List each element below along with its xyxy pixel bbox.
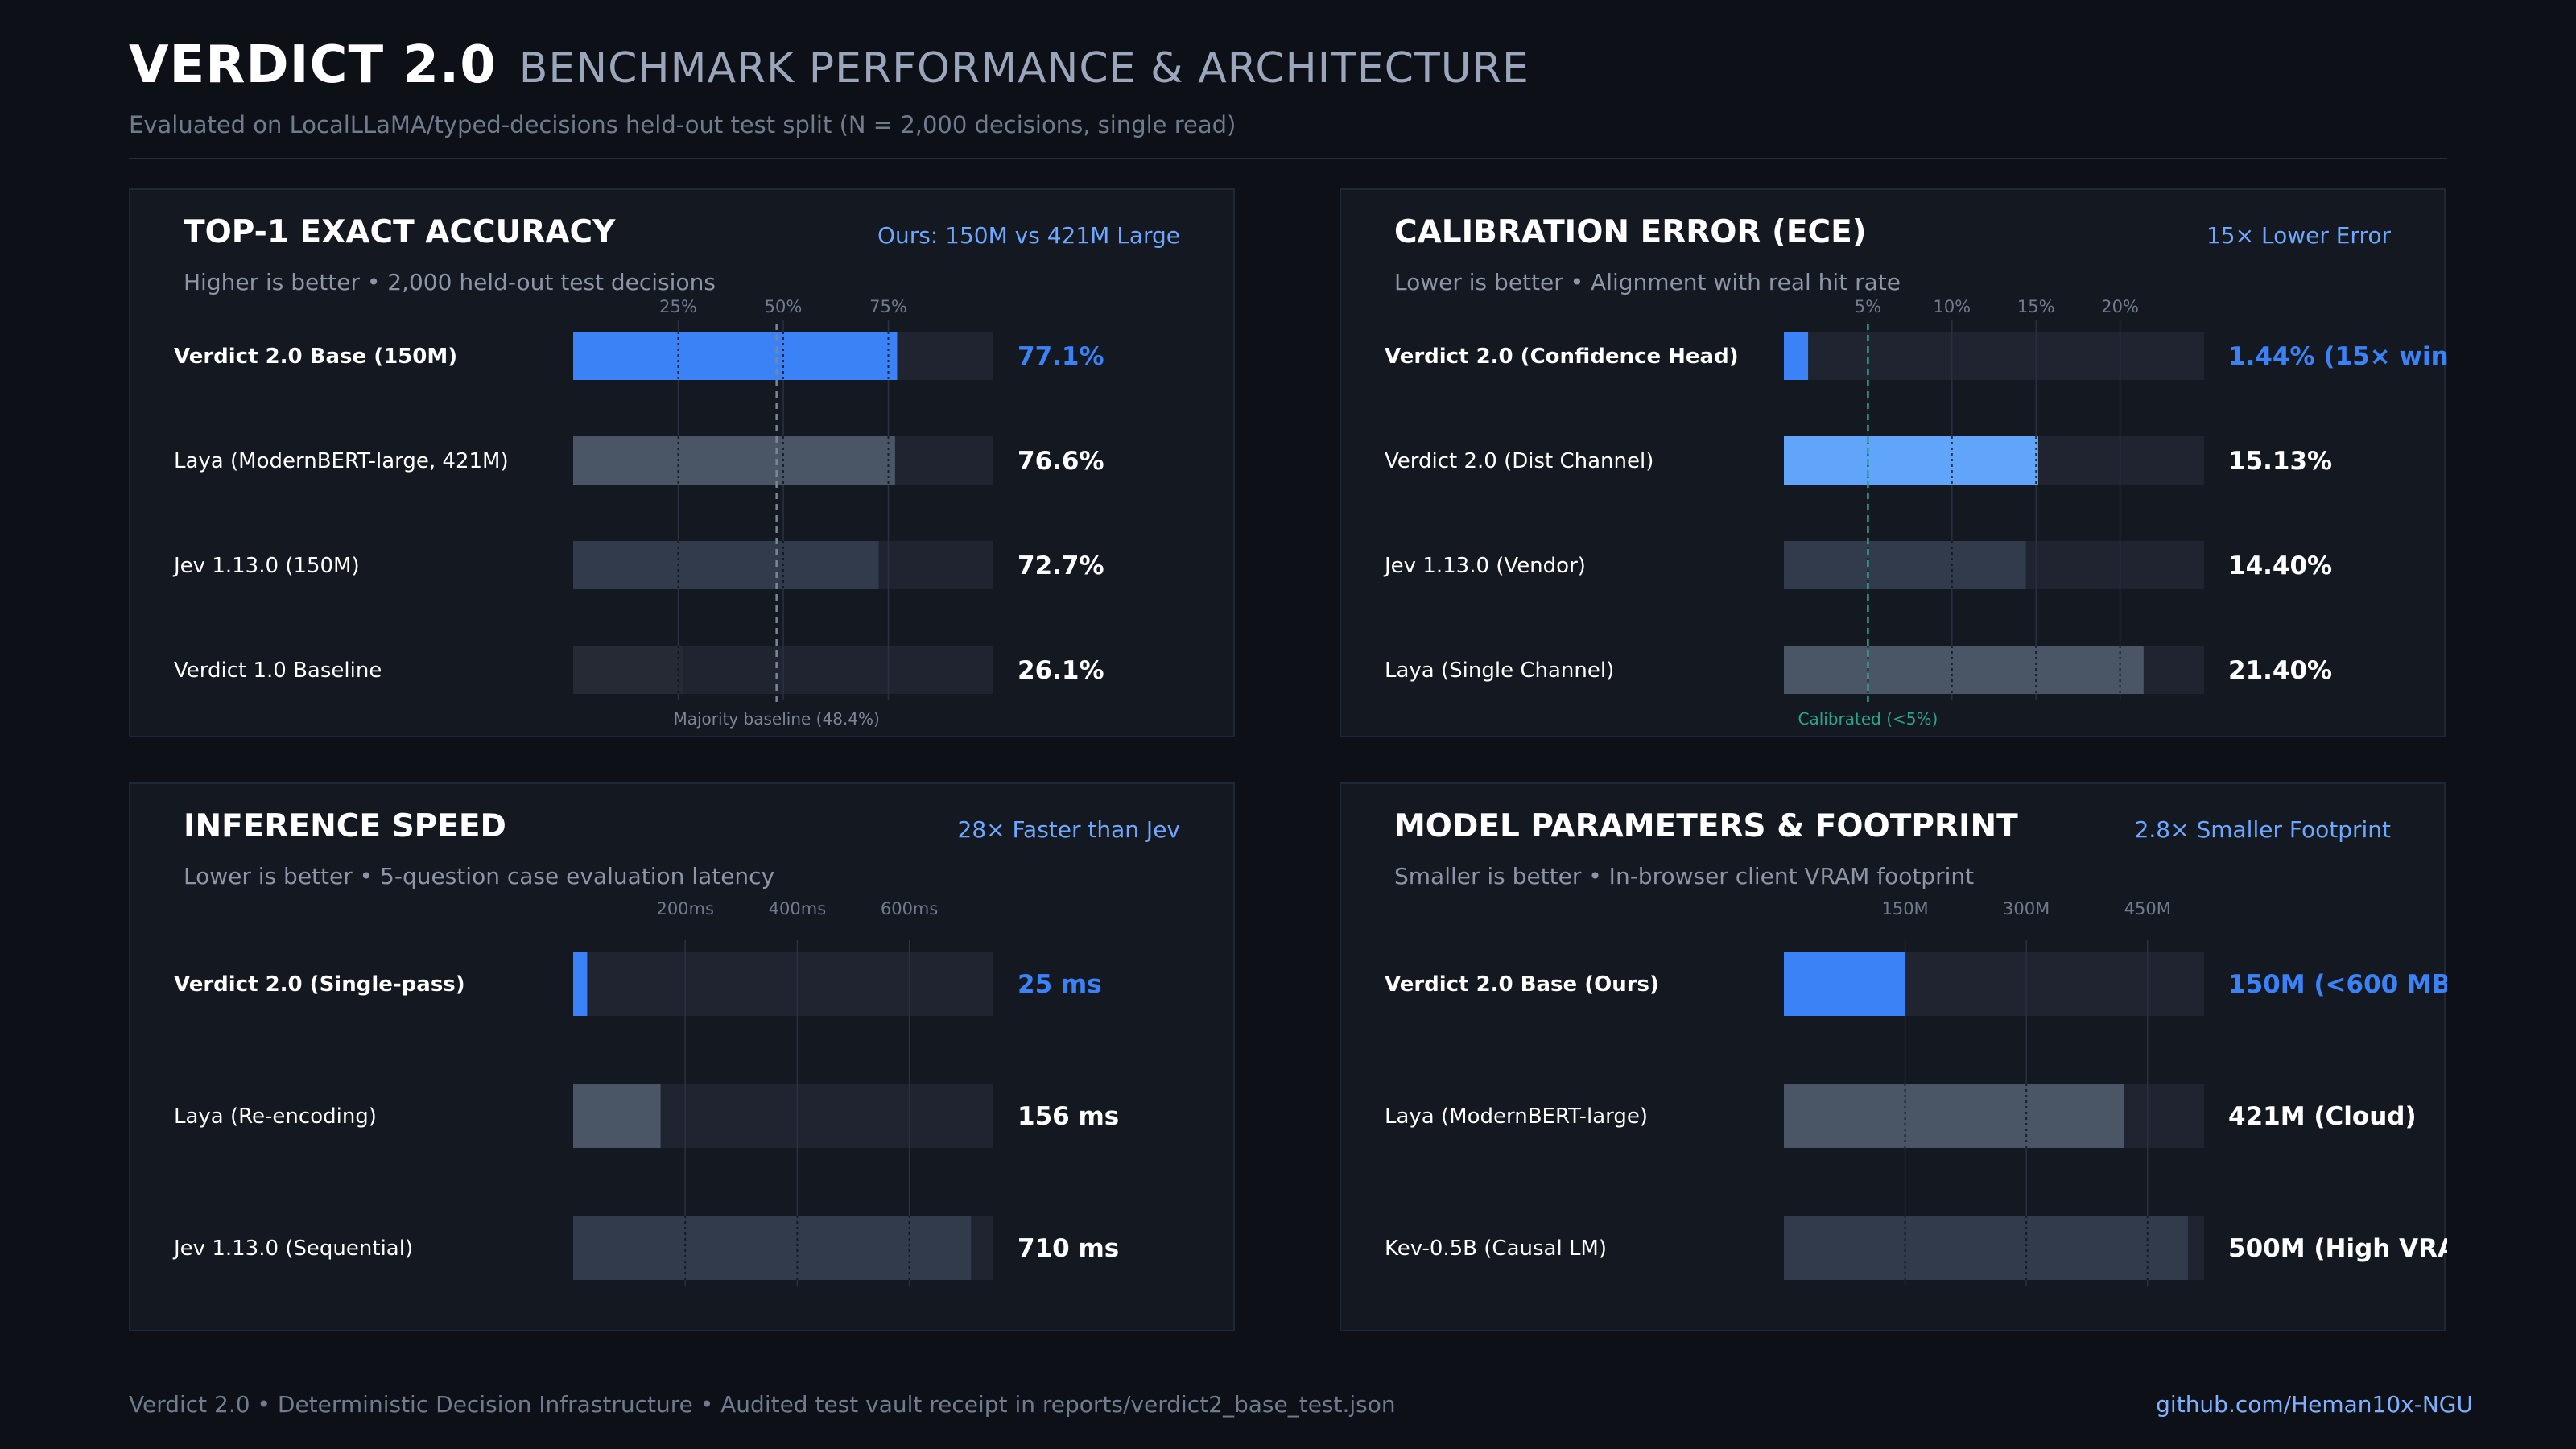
value-label: 500M (High VRAM) (2228, 1234, 2447, 1263)
tick-label: 20% (2101, 297, 2139, 316)
category-label: Jev 1.13.0 (Sequential) (172, 1236, 413, 1261)
category-label: Jev 1.13.0 (150M) (172, 554, 360, 578)
title-row: VERDICT 2.0 BENCHMARK PERFORMANCE & ARCH… (129, 35, 2447, 100)
value-label: 21.40% (2228, 656, 2332, 685)
category-label: Verdict 1.0 Baseline (174, 658, 382, 683)
tick-label: 25% (659, 297, 697, 316)
speed-badge: 28× Faster than Jev (957, 816, 1180, 843)
bar-track (1784, 332, 2204, 380)
accuracy-title: TOP-1 EXACT ACCURACY (184, 214, 616, 250)
bar-0 (573, 332, 898, 380)
bar-1 (573, 436, 895, 485)
speed-panel: INFERENCE SPEED 28× Faster than Jev Lowe… (129, 782, 1235, 1331)
bar-2 (1784, 541, 2026, 589)
value-label: 14.40% (2228, 551, 2332, 580)
bar-track (573, 952, 993, 1016)
tick-label: 600ms (881, 899, 938, 919)
bar-2 (1784, 1216, 2188, 1280)
value-label: 15.13% (2228, 447, 2332, 476)
category-label: Laya (ModernBERT-large) (1385, 1104, 1648, 1129)
category-label: Laya (Re-encoding) (174, 1104, 377, 1129)
accuracy-panel: TOP-1 EXACT ACCURACY Ours: 150M vs 421M … (129, 188, 1235, 737)
bar-0 (1784, 952, 1905, 1016)
category-label: Verdict 2.0 Base (Ours) (1385, 972, 1659, 997)
tick-label: 400ms (769, 899, 826, 919)
value-label: 77.1% (1018, 342, 1104, 371)
calibration-badge: 15× Lower Error (2206, 222, 2391, 249)
value-label: 1.44% (15× win) (2228, 342, 2447, 371)
value-label: 25 ms (1018, 970, 1102, 999)
category-label: Laya (Single Channel) (1385, 658, 1614, 683)
category-label: Kev-0.5B (Causal LM) (1385, 1236, 1607, 1261)
footprint-chart: 150M 300M 450M Verdict 2.0 Base (Ours) 150M … (1385, 899, 2447, 1286)
tick-label: 50% (765, 297, 803, 316)
reference-label: Calibrated (<5%) (1798, 709, 1938, 729)
bar-0 (573, 952, 588, 1016)
bar-1 (573, 1084, 661, 1148)
header-divider (129, 158, 2447, 159)
footprint-panel: MODEL PARAMETERS & FOOTPRINT 2.8× Smalle… (1340, 782, 2447, 1331)
bar-3 (573, 646, 683, 694)
speed-title: INFERENCE SPEED (184, 808, 506, 844)
tick-label: 75% (869, 297, 907, 316)
bar-0 (1784, 332, 1809, 380)
footer-note: Verdict 2.0 • Deterministic Decision Inf… (129, 1391, 1396, 1418)
value-label: 150M (<600 MB) (2228, 970, 2447, 999)
value-label: 421M (Cloud) (2228, 1102, 2417, 1131)
tick-label: 5% (1855, 297, 1881, 316)
calibration-subtitle: Lower is better • Alignment with real hi… (1394, 269, 1901, 295)
calibration-chart: 5% 10% 15% 20% Calibrated (<5%) Verdict 2.0 (… (1383, 297, 2447, 729)
bar-2 (573, 541, 879, 589)
header: VERDICT 2.0 BENCHMARK PERFORMANCE & ARCH… (129, 35, 2447, 138)
accuracy-subtitle: Higher is better • 2,000 held-out test d… (184, 269, 716, 295)
value-label: 710 ms (1018, 1234, 1119, 1263)
category-label: Jev 1.13.0 (Vendor) (1383, 554, 1586, 578)
tick-label: 10% (1933, 297, 1971, 316)
value-label: 72.7% (1018, 551, 1104, 580)
tick-label: 150M (1881, 899, 1928, 919)
footprint-subtitle: Smaller is better • In-browser client VR… (1394, 863, 1975, 890)
accuracy-chart: 25% 50% 75% Majority baseline (48.4%) Verdic… (172, 297, 1104, 729)
bar-1 (1784, 436, 2038, 485)
calibration-panel: CALIBRATION ERROR (ECE) 15× Lower Error … (1340, 188, 2447, 737)
value-label: 26.1% (1018, 656, 1104, 685)
category-label: Verdict 2.0 (Single-pass) (174, 972, 465, 997)
tick-label: 450M (2124, 899, 2171, 919)
tick-label: 300M (2003, 899, 2050, 919)
bar-3 (1784, 646, 2144, 694)
speed-chart: 200ms 400ms 600ms Verdict 2.0 (Single-pass)… (172, 899, 1119, 1286)
page-subtitle-title: BENCHMARK PERFORMANCE & ARCHITECTURE (518, 44, 1530, 93)
bar-2 (573, 1216, 972, 1280)
tick-label: 15% (2017, 297, 2055, 316)
calibration-title: CALIBRATION ERROR (ECE) (1394, 214, 1867, 250)
reference-label: Majority baseline (48.4%) (673, 709, 879, 729)
category-label: Verdict 2.0 (Dist Channel) (1385, 449, 1653, 473)
category-label: Verdict 2.0 Base (150M) (174, 345, 457, 369)
category-label: Verdict 2.0 (Confidence Head) (1385, 345, 1739, 369)
accuracy-badge: Ours: 150M vs 421M Large (877, 222, 1180, 249)
value-label: 156 ms (1018, 1102, 1119, 1131)
tick-label: 200ms (656, 899, 713, 919)
bar-1 (1784, 1084, 2124, 1148)
speed-subtitle: Lower is better • 5-question case evalua… (184, 863, 775, 890)
category-label: Laya (ModernBERT-large, 421M) (174, 449, 509, 473)
value-label: 76.6% (1018, 447, 1104, 476)
footer-repo-link[interactable]: github.com/Heman10x-NGU (2156, 1391, 2473, 1418)
footprint-badge: 2.8× Smaller Footprint (2134, 816, 2391, 843)
footprint-title: MODEL PARAMETERS & FOOTPRINT (1394, 808, 2018, 844)
page-title: VERDICT 2.0 (129, 35, 497, 95)
page-description: Evaluated on LocalLLaMA/typed-decisions … (129, 111, 1236, 138)
